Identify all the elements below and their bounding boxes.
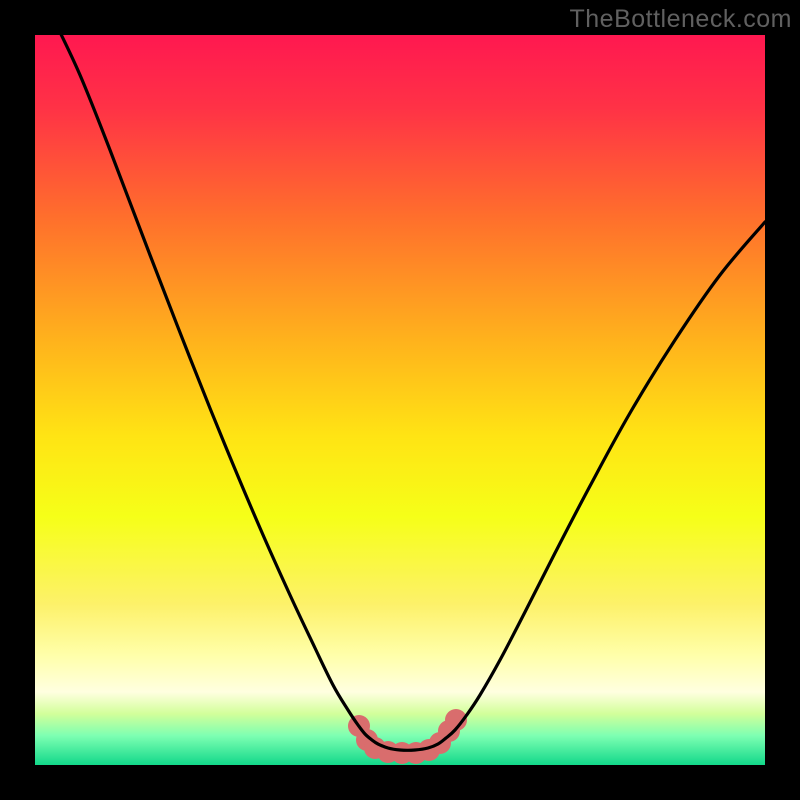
watermark-text: TheBottleneck.com — [570, 5, 793, 34]
plot-area — [35, 35, 765, 765]
chart-frame: TheBottleneck.com — [0, 0, 800, 800]
